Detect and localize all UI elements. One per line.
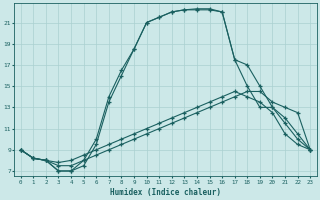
- X-axis label: Humidex (Indice chaleur): Humidex (Indice chaleur): [110, 188, 221, 197]
